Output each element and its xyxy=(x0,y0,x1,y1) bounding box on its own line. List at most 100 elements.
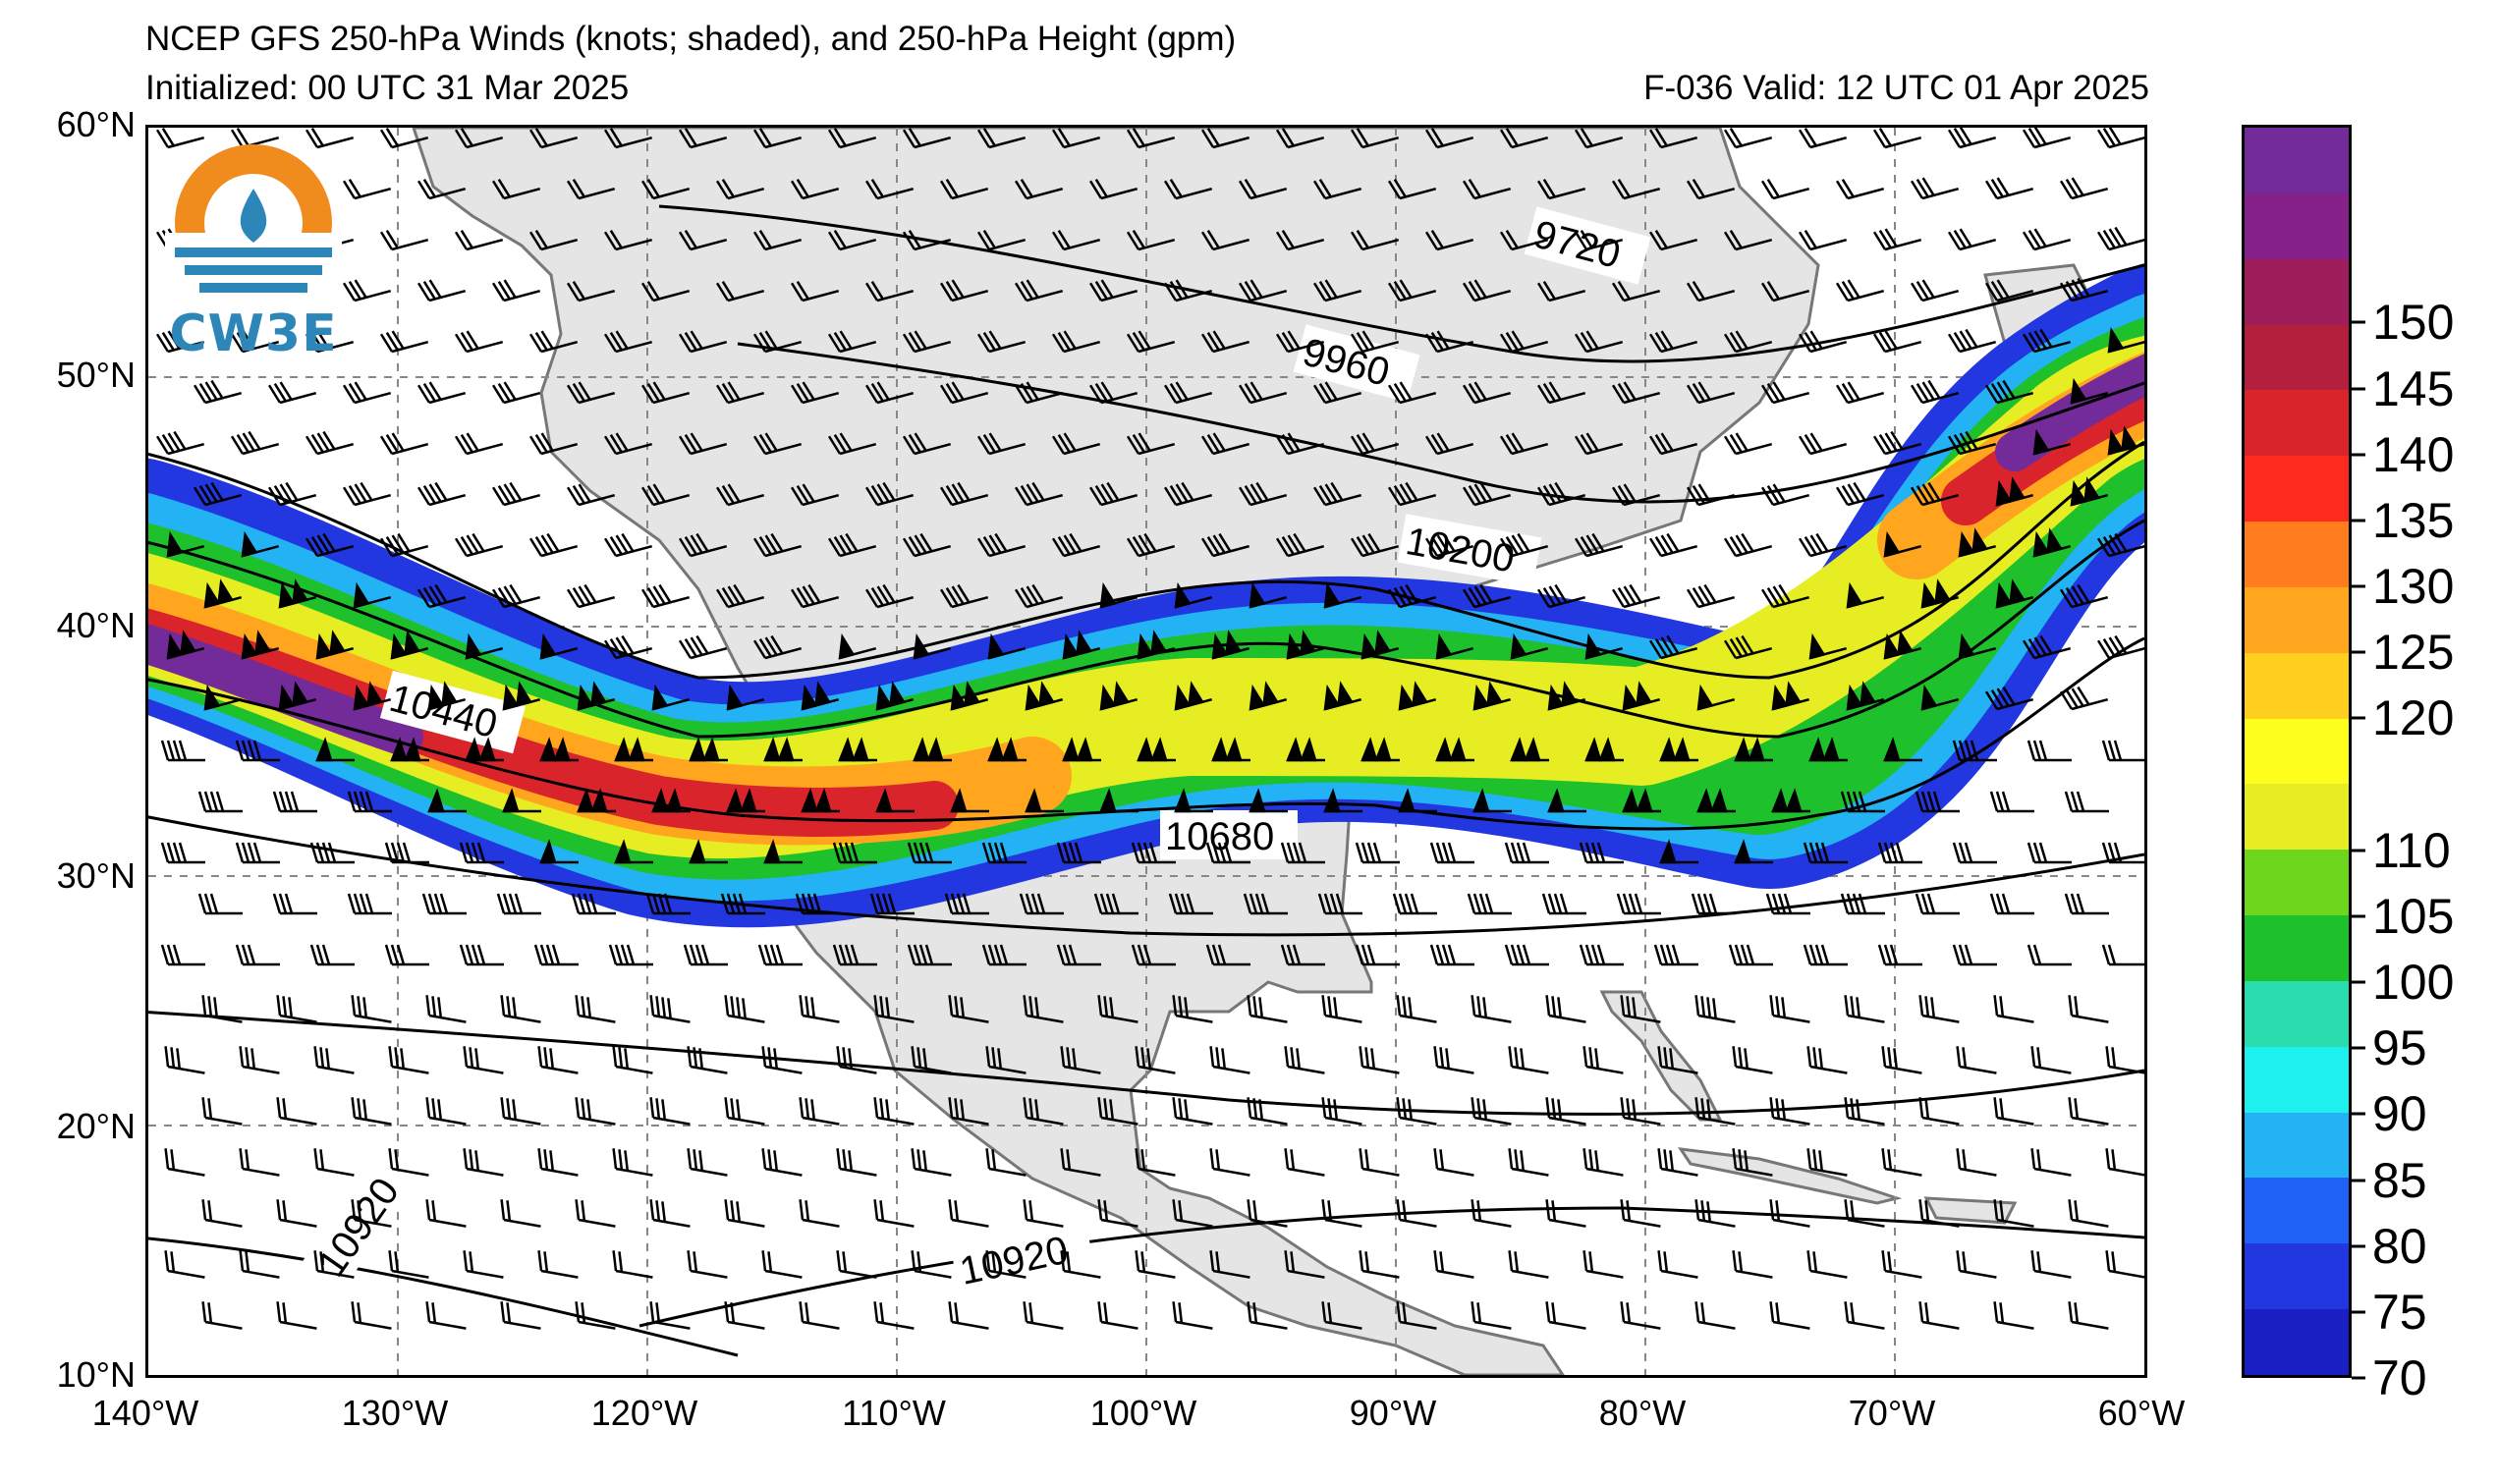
wind-barb xyxy=(1321,1097,1362,1126)
colorbar-segment xyxy=(2245,850,2349,916)
wind-barb xyxy=(761,1250,803,1279)
wind-barb xyxy=(1771,681,1810,711)
wind-barb xyxy=(1840,791,1885,813)
wind-barb xyxy=(939,179,989,200)
wind-barb xyxy=(1023,1097,1064,1126)
wind-barb xyxy=(539,737,579,762)
wind-barb xyxy=(1435,737,1474,762)
wind-barb xyxy=(2101,944,2144,966)
wind-barb xyxy=(1275,128,1325,149)
wind-barb xyxy=(425,1301,467,1330)
wind-barb xyxy=(1126,432,1176,456)
wind-barb xyxy=(790,179,840,200)
wind-barb xyxy=(2105,1148,2144,1177)
wind-barb xyxy=(1947,430,1997,456)
wind-barb xyxy=(272,791,317,813)
wind-barb xyxy=(603,634,653,660)
wind-barb xyxy=(1275,230,1325,251)
wind-barb xyxy=(2022,228,2072,251)
wind-barb xyxy=(577,681,616,711)
wind-barb xyxy=(913,632,952,660)
wind-barb xyxy=(1686,179,1736,200)
wind-barb xyxy=(1732,1250,1773,1279)
wind-barb xyxy=(1989,893,2034,915)
wind-barb xyxy=(612,1250,653,1279)
wind-barb xyxy=(873,1199,915,1228)
wind-barb xyxy=(1947,128,1997,149)
wind-barb xyxy=(1844,995,1885,1023)
wind-barb xyxy=(752,330,803,354)
colorbar-segment xyxy=(2245,1309,2349,1375)
wind-barb xyxy=(309,842,355,864)
wind-barb xyxy=(1051,230,1101,251)
wind-barb xyxy=(614,839,653,864)
wind-barb xyxy=(2107,326,2144,354)
wind-barb xyxy=(864,179,915,200)
wind-barb xyxy=(1350,128,1400,149)
wind-barb xyxy=(985,1148,1027,1177)
lat-label-40: 40°N xyxy=(56,605,136,645)
wind-barb xyxy=(575,995,616,1023)
wind-barb xyxy=(948,1301,989,1330)
wind-barb xyxy=(827,432,877,456)
wind-barb xyxy=(795,893,840,915)
wind-barb xyxy=(1471,1199,1512,1228)
wind-barb xyxy=(1056,944,1101,966)
lon-label-130w: 130°W xyxy=(341,1393,449,1433)
wind-barb xyxy=(1508,1148,1549,1177)
wind-barb xyxy=(1312,279,1362,302)
wind-barb xyxy=(342,481,392,507)
wind-barb xyxy=(1051,330,1101,354)
wind-barb xyxy=(1499,432,1549,456)
wind-barb xyxy=(640,483,691,507)
wind-barb xyxy=(305,532,355,558)
wind-barb xyxy=(801,788,840,813)
wind-barb xyxy=(939,279,989,302)
colorbar-segment xyxy=(2245,586,2349,653)
wind-barb xyxy=(911,1148,952,1177)
wind-barb xyxy=(1209,1148,1250,1177)
wind-barb xyxy=(278,681,317,711)
wind-barb xyxy=(1686,381,1736,405)
wind-barb xyxy=(390,737,429,762)
wind-barb xyxy=(272,893,317,915)
wind-barb xyxy=(1126,230,1176,251)
wind-barb xyxy=(388,1148,429,1177)
wind-barb xyxy=(416,583,467,609)
wind-barb xyxy=(491,481,541,507)
wind-barb xyxy=(278,578,317,609)
wind-barb xyxy=(1686,483,1736,507)
wind-barb xyxy=(1732,1046,1773,1074)
wind-barb xyxy=(902,432,952,456)
wind-barb xyxy=(1872,128,1922,149)
lat-label-60: 60°N xyxy=(56,104,136,144)
wind-barb xyxy=(454,432,504,456)
wind-barb xyxy=(1396,1301,1437,1330)
wind-barb xyxy=(1424,128,1474,149)
wind-barb xyxy=(1135,1250,1176,1279)
wind-barb xyxy=(351,1199,392,1228)
wind-barb xyxy=(416,279,467,302)
wind-barb xyxy=(1984,177,2034,200)
wind-barb xyxy=(203,578,243,609)
wind-barb xyxy=(1387,179,1437,200)
colorbar-tick xyxy=(2352,650,2365,654)
wind-barb xyxy=(1579,842,1624,864)
lat-label-30: 30°N xyxy=(56,855,136,896)
wind-barb xyxy=(1025,681,1064,711)
wind-barb xyxy=(1574,230,1624,251)
colorbar-tick-label: 125 xyxy=(2372,625,2455,681)
wind-barb xyxy=(1659,839,1698,864)
wind-barb xyxy=(1881,1148,1922,1177)
wind-barb xyxy=(379,230,429,251)
colorbar-tick xyxy=(2352,584,2365,588)
wind-barb xyxy=(827,532,877,558)
wind-barb xyxy=(427,788,467,813)
wind-barb xyxy=(2068,1301,2109,1330)
wind-barb xyxy=(1918,1301,1960,1330)
wind-barb xyxy=(390,630,429,660)
wind-barb xyxy=(1472,788,1512,813)
colorbar-segment xyxy=(2245,324,2349,391)
wind-barb xyxy=(950,681,989,711)
wind-barb xyxy=(2022,634,2072,660)
